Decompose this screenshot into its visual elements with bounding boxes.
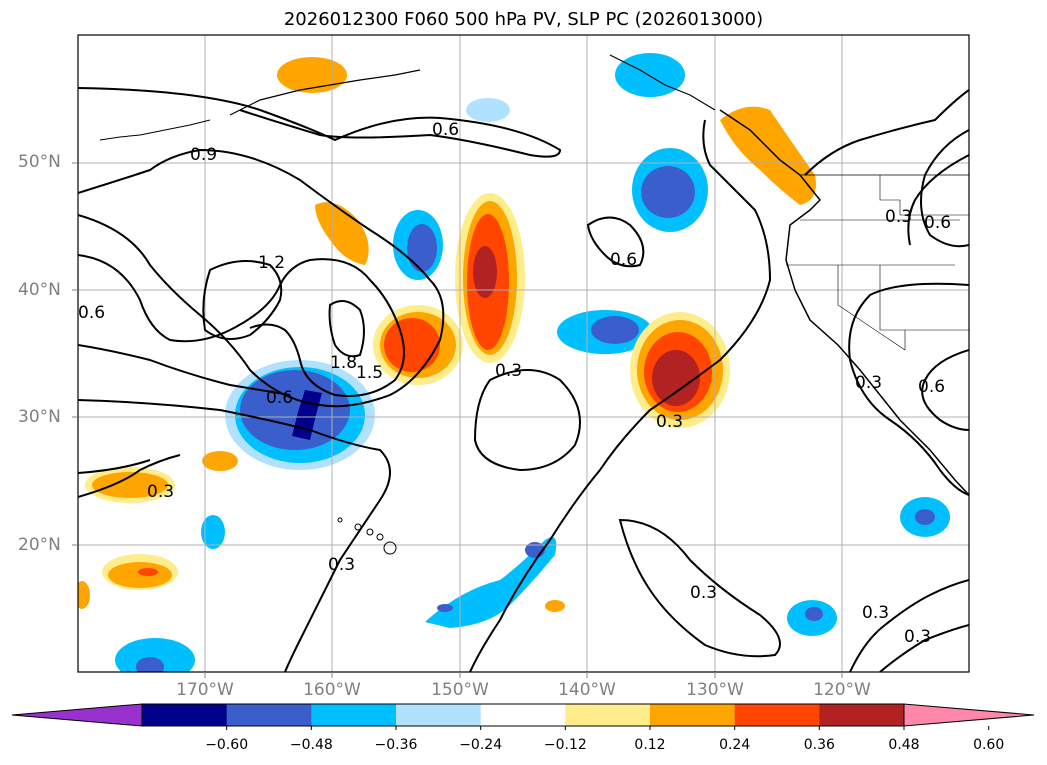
contour-0.9: [78, 148, 445, 408]
lat-label-20n: 20°N: [18, 535, 61, 555]
pv-positive-region: [202, 451, 238, 471]
contour-label: 0.3: [885, 207, 912, 227]
contour-label: 0.6: [610, 250, 637, 270]
contour-0.6-west: [78, 344, 291, 396]
contour-1.5-inner: [202, 260, 283, 340]
colorbar-tick-label: 0.48: [888, 737, 920, 753]
lon-label-160w: 160°W: [303, 680, 361, 700]
contour-labels: 0.6 0.9 1.2 0.6 1.8 1.5 0.6 0.3 0.6 0.3 …: [78, 120, 951, 647]
contour-label: 0.6: [78, 303, 105, 323]
contour-label: 1.2: [258, 253, 285, 273]
contour-label: 0.3: [855, 373, 882, 393]
contour-0.3-east-inner: [907, 154, 969, 246]
contour-1.2: [78, 254, 405, 397]
contour-label: 0.6: [918, 377, 945, 397]
contour-label: 0.6: [924, 213, 951, 233]
gridlines: [78, 35, 969, 672]
contour-label: 0.9: [190, 145, 217, 165]
colorbar-box: [396, 704, 482, 726]
coastlines: [99, 54, 969, 496]
contour-northeast: [804, 89, 969, 176]
contour-label: 0.3: [147, 482, 174, 502]
colorbar-extend-left: [11, 703, 143, 727]
slp-contours: [78, 87, 969, 672]
lat-label-50n: 50°N: [18, 152, 61, 172]
colorbar: [11, 703, 1035, 730]
contour-0.3-southwest: [78, 454, 181, 498]
colorbar-box: [480, 704, 566, 726]
pv-negative-region: [615, 53, 685, 97]
contour-label: 0.3: [862, 603, 889, 623]
map-area: [78, 35, 969, 672]
colorbar-tick-label: −0.60: [205, 737, 249, 753]
lon-label-140w: 140°W: [558, 680, 616, 700]
contour-label: 0.6: [432, 120, 459, 140]
colorbar-boxes: [142, 704, 905, 726]
contour-0.3-southeast: [849, 579, 969, 672]
colorbar-tick-label: −0.48: [289, 737, 333, 753]
colorbar-box: [226, 704, 312, 726]
axis-ticks: [72, 162, 843, 678]
contour-0.3-south: [618, 518, 781, 658]
pv-negative-region: [425, 537, 557, 628]
pv-strong-positive-core: [652, 350, 700, 406]
colorbar-tick-label: 0.24: [719, 737, 751, 753]
contour-label: 0.3: [904, 627, 931, 647]
contour-0.9-east: [920, 129, 969, 248]
pv-positive-region: [315, 202, 369, 265]
colorbar-tick-label: −0.36: [374, 737, 418, 753]
contour-0.3-east: [469, 119, 772, 672]
colorbar-extend-right: [903, 703, 1035, 727]
contour-0.3-southwest-2: [78, 459, 151, 474]
contour-label: 0.3: [656, 412, 683, 432]
lon-label-150w: 150°W: [431, 680, 489, 700]
contour-0.3-east-2: [848, 282, 969, 496]
lat-label-30n: 30°N: [18, 407, 61, 427]
pv-strong-positive-core: [473, 246, 497, 298]
contour-0.6-east: [921, 349, 969, 431]
lon-label-130w: 130°W: [686, 680, 744, 700]
colorbar-box: [734, 704, 820, 726]
pv-positive-region: [720, 106, 816, 205]
colorbar-tick-label: 0.60: [973, 737, 1005, 753]
colorbar-ticks: [226, 726, 990, 730]
contour-0.6-central: [586, 216, 645, 268]
colorbar-tick-label: −0.12: [543, 737, 587, 753]
lon-label-120w: 120°W: [813, 680, 871, 700]
pv-negative-region: [201, 515, 225, 549]
contour-1.8: [328, 300, 365, 358]
contour-0.3-southeast-2: [879, 624, 969, 672]
colorbar-tick-label: 0.36: [803, 737, 835, 753]
pv-positive-region: [277, 57, 347, 93]
colorbar-box: [142, 704, 228, 726]
contour-label: 0.3: [690, 583, 717, 603]
contour-label: 1.8: [330, 353, 357, 373]
map-title: 2026012300 F060 500 hPa PV, SLP PC (2026…: [283, 9, 764, 30]
colorbar-box: [565, 704, 651, 726]
colorbar-tick-label: 0.12: [634, 737, 666, 753]
lat-label-40n: 40°N: [18, 280, 61, 300]
colorbar-box: [311, 704, 397, 726]
colorbar-box: [650, 704, 736, 726]
contour-label: 1.5: [356, 363, 383, 383]
pv-negative-region: [115, 638, 195, 672]
contour-0.3-central: [473, 369, 581, 472]
contour-0.6-north: [78, 87, 562, 158]
lon-label-170w: 170°W: [176, 680, 234, 700]
colorbar-frame: [141, 703, 905, 727]
contour-label: 0.3: [495, 361, 522, 381]
map-frame: [77, 34, 970, 673]
contour-label: 0.3: [328, 555, 355, 575]
contour-label: 0.6: [266, 388, 293, 408]
pv-shading: [78, 53, 950, 672]
contour-0.3-west: [78, 399, 391, 672]
colorbar-tick-label: −0.24: [459, 737, 503, 753]
colorbar-box: [819, 704, 905, 726]
